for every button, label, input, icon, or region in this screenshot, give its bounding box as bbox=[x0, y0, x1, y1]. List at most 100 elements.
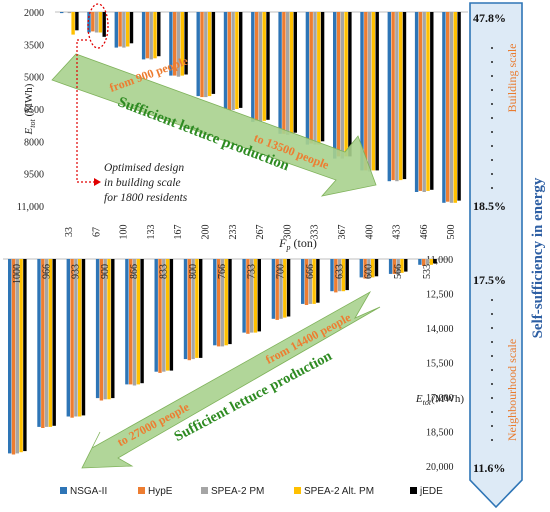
side-dot bbox=[491, 341, 493, 343]
callout-arrowhead bbox=[94, 178, 101, 186]
callout-text-1: Optimised design bbox=[104, 162, 184, 174]
bottom-bar-spea-2-alt-pm-733 bbox=[253, 259, 258, 333]
legend-label-1: HypE bbox=[148, 486, 173, 497]
side-dots bbox=[491, 47, 493, 441]
bottom-bar-nsga-ii-966 bbox=[37, 259, 41, 427]
legend-swatch-2 bbox=[201, 487, 208, 494]
top-bar-nsga-ii-400 bbox=[360, 12, 364, 171]
legend-swatch-1 bbox=[138, 487, 145, 494]
bottom-bar-spea-2-pm-666 bbox=[308, 259, 312, 304]
bottom-bar-jede-833 bbox=[169, 259, 174, 371]
side-dot bbox=[491, 299, 493, 301]
top-y-axis-label: Etot (MWh) bbox=[23, 83, 37, 135]
self-sufficiency-side-panel: 47.8% 18.5% 17.5% 11.6% Building scale N… bbox=[469, 2, 546, 509]
bottom-bar-spea-2-pm-766 bbox=[220, 259, 225, 347]
top-bar-spea-2-pm-267 bbox=[258, 12, 263, 122]
bottom-bar-hype-900 bbox=[99, 259, 104, 401]
bottom-green-arrow bbox=[81, 290, 381, 469]
side-dot bbox=[491, 103, 493, 105]
bottom-x-tick: 900 bbox=[100, 264, 111, 279]
top-bar-spea-2-pm-67 bbox=[94, 12, 99, 33]
side-dot bbox=[491, 411, 493, 413]
top-x-tick: 300 bbox=[282, 225, 293, 240]
side-arrow-shape bbox=[469, 2, 523, 509]
neighbourhood-scale-label: Neighbourhood scale bbox=[505, 339, 519, 441]
top-x-tick: 500 bbox=[446, 225, 457, 240]
legend: NSGA-II HypE SPEA-2 PM SPEA-2 Alt. PM jEDE bbox=[60, 486, 443, 497]
top-bar-spea-2-alt-pm-133 bbox=[153, 12, 157, 59]
bottom-bar-jede-766 bbox=[228, 259, 232, 345]
bottom-x-tick: 933 bbox=[71, 264, 82, 279]
top-bar-spea-2-alt-pm-167 bbox=[180, 12, 184, 76]
legend-label-3: SPEA-2 Alt. PM bbox=[304, 486, 374, 497]
bottom-bar-jede-600 bbox=[374, 259, 379, 277]
bottom-x-tick: 866 bbox=[129, 264, 140, 279]
bottom-y-tick: 18,500 bbox=[426, 428, 454, 439]
legend-label-2: SPEA-2 PM bbox=[211, 486, 264, 497]
bottom-x-tick: 766 bbox=[217, 264, 228, 279]
callout-text-2: in building scale bbox=[104, 177, 181, 189]
top-bar-jede-400 bbox=[375, 12, 379, 171]
bottom-bar-nsga-ii-566 bbox=[388, 259, 393, 274]
side-dot bbox=[491, 131, 493, 133]
bottom-bar-spea-2-pm-833 bbox=[162, 259, 166, 372]
bottom-y-tick: 12,500 bbox=[426, 290, 454, 301]
side-dot bbox=[491, 327, 493, 329]
bottom-x-tick: 966 bbox=[41, 264, 52, 279]
top-bar-nsga-ii-300 bbox=[278, 12, 282, 134]
top-bar-nsga-ii-67 bbox=[87, 12, 91, 33]
bottom-x-tick: 666 bbox=[305, 264, 316, 279]
top-bar-jede-367 bbox=[348, 12, 352, 157]
side-dot bbox=[491, 89, 493, 91]
top-bar-spea-2-alt-pm-400 bbox=[371, 12, 376, 171]
top-bar-spea-2-alt-pm-500 bbox=[453, 12, 457, 203]
top-bar-spea-2-alt-pm-233 bbox=[235, 12, 239, 109]
side-dot bbox=[491, 425, 493, 427]
bottom-bar-hype-666 bbox=[304, 259, 309, 305]
top-bar-jede-200 bbox=[211, 12, 216, 94]
top-bar-nsga-ii-267 bbox=[251, 12, 255, 122]
top-bar-nsga-ii-133 bbox=[141, 12, 146, 60]
bottom-bar-spea-2-pm-533 bbox=[425, 259, 430, 265]
top-bar-spea-2-alt-pm-367 bbox=[344, 12, 348, 157]
bottom-bar-jede-733 bbox=[257, 259, 261, 332]
top-x-tick: 200 bbox=[201, 225, 212, 240]
bottom-bar-spea-2-alt-pm-566 bbox=[400, 259, 404, 273]
bottom-bar-hype-800 bbox=[187, 259, 191, 361]
top-bar-nsga-ii-466 bbox=[414, 12, 419, 192]
side-dot bbox=[491, 355, 493, 357]
bottom-bar-nsga-ii-766 bbox=[213, 259, 217, 346]
side-dot bbox=[491, 313, 493, 315]
top-bar-hype-200 bbox=[200, 12, 204, 98]
top-bar-hype-67 bbox=[91, 12, 95, 32]
side-dot bbox=[491, 397, 493, 399]
top-bar-nsga-ii-167 bbox=[169, 12, 173, 76]
top-bar-jede-267 bbox=[266, 12, 270, 120]
top-bar-spea-2-pm-466 bbox=[422, 12, 426, 192]
top-x-tick: 466 bbox=[419, 225, 430, 240]
top-bar-nsga-ii-33 bbox=[60, 12, 64, 14]
top-bar-jede-466 bbox=[430, 12, 434, 190]
side-dot bbox=[491, 117, 493, 119]
callout-text-3: for 1800 residents bbox=[104, 192, 188, 204]
bottom-x-tick: 633 bbox=[334, 264, 345, 279]
bottom-bar-spea-2-alt-pm-700 bbox=[283, 259, 287, 318]
bottom-bar-spea-2-pm-733 bbox=[250, 259, 254, 333]
bottom-bar-jede-900 bbox=[111, 259, 115, 399]
bottom-bar-spea-2-alt-pm-900 bbox=[107, 259, 111, 400]
top-bar-spea-2-pm-433 bbox=[395, 12, 399, 182]
bottom-bar-jede-933 bbox=[81, 259, 86, 416]
top-bar-spea-2-pm-300 bbox=[286, 12, 290, 135]
bottom-x-tick: 833 bbox=[159, 264, 170, 279]
bottom-bar-spea-2-alt-pm-866 bbox=[136, 259, 140, 385]
legend-swatch-4 bbox=[410, 487, 417, 494]
bottom-bar-jede-800 bbox=[199, 259, 203, 358]
bottom-bar-jede-966 bbox=[52, 259, 56, 426]
bottom-bar-spea-2-pm-966 bbox=[44, 259, 49, 427]
side-dot bbox=[491, 369, 493, 371]
bottom-bar-hype-966 bbox=[41, 259, 45, 428]
top-bar-hype-100 bbox=[118, 12, 122, 47]
pct-bottom: 11.6% bbox=[473, 461, 505, 475]
top-y-tick: 8000 bbox=[24, 137, 44, 148]
bottom-bar-hype-533 bbox=[422, 259, 426, 266]
